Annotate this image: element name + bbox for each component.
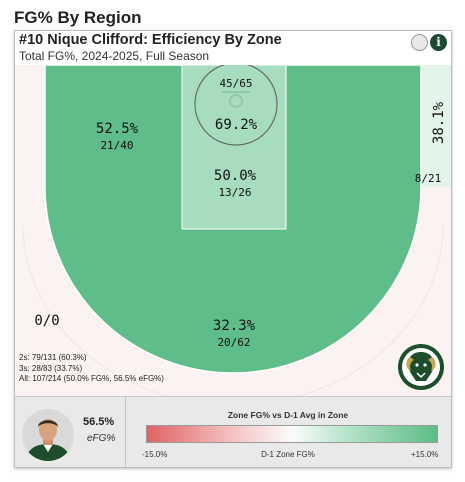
hoop — [229, 94, 243, 108]
zone-left-corner-three[interactable] — [15, 65, 45, 187]
season-stats: 2s: 79/131 (60.3%) 3s: 28/83 (33.7%) All… — [19, 353, 164, 385]
three-frac: 20/62 — [217, 336, 250, 349]
left-corner-pct: 0/0 — [34, 313, 59, 329]
all-stat: All: 107/214 (50.0% FG%, 56.5% eFG%) — [19, 374, 164, 383]
legend-title: Zone FG% vs D-1 Avg in Zone — [227, 410, 349, 420]
zone-restricted-area[interactable] — [194, 65, 278, 146]
footer-divider — [125, 397, 126, 467]
court-ring-outer — [22, 224, 444, 397]
paint-frac: 13/26 — [218, 186, 251, 199]
restricted-pct: 69.2% — [215, 117, 258, 133]
zone-right-corner-three[interactable] — [421, 65, 451, 187]
team-logo — [398, 344, 444, 390]
twos-stat: 2s: 79/131 (60.3%) — [19, 353, 87, 362]
legend-max-label: +15.0% — [411, 450, 439, 459]
info-icon[interactable]: i — [430, 34, 447, 51]
legend-mid-label: D-1 Zone FG% — [261, 450, 315, 459]
legend-min-label: -15.0% — [142, 450, 168, 459]
right-corner-pct: 38.1% — [431, 101, 447, 144]
toggle-button[interactable] — [411, 34, 428, 51]
section-title: FG% By Region — [14, 8, 142, 27]
restricted-frac: 45/65 — [219, 77, 252, 90]
efg-value: 56.5% — [83, 416, 115, 428]
right-corner-frac: 8/21 — [415, 172, 442, 185]
threes-stat: 3s: 28/83 (33.7%) — [19, 363, 83, 373]
midrange-pct: 52.5% — [96, 121, 139, 137]
shot-chart-card: #10 Nique Clifford: Efficiency By Zone T… — [14, 30, 452, 468]
card-title: #10 Nique Clifford: Efficiency By Zone — [19, 32, 282, 48]
legend-gradient-bar — [146, 425, 438, 443]
card-subtitle: Total FG%, 2024-2025, Full Season — [19, 49, 210, 63]
footer-panel: 56.5% eFG% Zone FG% vs D-1 Avg in Zone -… — [15, 396, 451, 467]
paint-pct: 50.0% — [214, 168, 257, 184]
efg-label: eFG% — [87, 433, 116, 444]
court-diagram: 45/65 69.2% 50.0% 13/26 52.5% 21/40 38.1… — [15, 65, 451, 397]
three-pct: 32.3% — [213, 318, 256, 334]
midrange-frac: 21/40 — [100, 139, 133, 152]
player-avatar — [22, 409, 74, 461]
